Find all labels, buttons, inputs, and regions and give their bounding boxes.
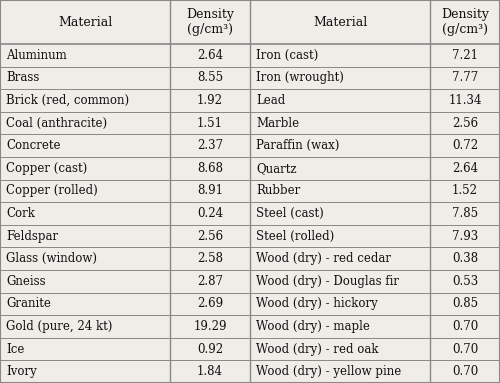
Text: Quartz: Quartz (256, 162, 296, 175)
Text: 0.72: 0.72 (452, 139, 478, 152)
Text: Ivory: Ivory (6, 365, 37, 378)
Text: Gold (pure, 24 kt): Gold (pure, 24 kt) (6, 320, 112, 333)
Text: 2.64: 2.64 (452, 162, 478, 175)
Text: Marble: Marble (256, 117, 299, 129)
Text: Brass: Brass (6, 72, 40, 84)
Text: Material: Material (313, 16, 367, 28)
Text: 11.34: 11.34 (448, 94, 482, 107)
Text: Iron (cast): Iron (cast) (256, 49, 318, 62)
Text: 7.77: 7.77 (452, 72, 478, 84)
Text: 7.85: 7.85 (452, 207, 478, 220)
Text: Concrete: Concrete (6, 139, 60, 152)
Bar (0, 0, 500, 44)
Text: Cork: Cork (6, 207, 35, 220)
Text: 8.91: 8.91 (197, 185, 223, 197)
Text: 0.85: 0.85 (452, 298, 478, 310)
Text: Aluminum: Aluminum (6, 49, 67, 62)
Text: Wood (dry) - maple: Wood (dry) - maple (256, 320, 370, 333)
Text: Lead: Lead (256, 94, 285, 107)
Text: 0.53: 0.53 (452, 275, 478, 288)
Text: Density
(g/cm³): Density (g/cm³) (441, 8, 489, 36)
Text: 1.92: 1.92 (197, 94, 223, 107)
Text: Glass (window): Glass (window) (6, 252, 97, 265)
Text: 0.38: 0.38 (452, 252, 478, 265)
Text: 0.70: 0.70 (452, 343, 478, 355)
Text: 2.56: 2.56 (452, 117, 478, 129)
Text: 1.84: 1.84 (197, 365, 223, 378)
Text: Density
(g/cm³): Density (g/cm³) (186, 8, 234, 36)
Text: Steel (cast): Steel (cast) (256, 207, 324, 220)
Text: 0.70: 0.70 (452, 365, 478, 378)
Text: Paraffin (wax): Paraffin (wax) (256, 139, 340, 152)
Text: 1.51: 1.51 (197, 117, 223, 129)
Text: 8.68: 8.68 (197, 162, 223, 175)
Text: Wood (dry) - red oak: Wood (dry) - red oak (256, 343, 378, 355)
Text: Feldspar: Feldspar (6, 230, 58, 242)
Text: Wood (dry) - Douglas fir: Wood (dry) - Douglas fir (256, 275, 399, 288)
Text: Coal (anthracite): Coal (anthracite) (6, 117, 107, 129)
Text: 0.70: 0.70 (452, 320, 478, 333)
Text: 7.93: 7.93 (452, 230, 478, 242)
Text: 7.21: 7.21 (452, 49, 478, 62)
Text: Steel (rolled): Steel (rolled) (256, 230, 334, 242)
Text: 2.87: 2.87 (197, 275, 223, 288)
Text: Copper (cast): Copper (cast) (6, 162, 87, 175)
Text: 2.58: 2.58 (197, 252, 223, 265)
Text: Granite: Granite (6, 298, 51, 310)
Text: Iron (wrought): Iron (wrought) (256, 72, 344, 84)
Text: 0.92: 0.92 (197, 343, 223, 355)
Text: 2.69: 2.69 (197, 298, 223, 310)
Text: Material: Material (58, 16, 112, 28)
Text: Rubber: Rubber (256, 185, 300, 197)
Text: Ice: Ice (6, 343, 25, 355)
Text: 2.64: 2.64 (197, 49, 223, 62)
Text: Wood (dry) - red cedar: Wood (dry) - red cedar (256, 252, 391, 265)
Text: Wood (dry) - yellow pine: Wood (dry) - yellow pine (256, 365, 401, 378)
Text: Copper (rolled): Copper (rolled) (6, 185, 98, 197)
Text: Wood (dry) - hickory: Wood (dry) - hickory (256, 298, 378, 310)
Text: 8.55: 8.55 (197, 72, 223, 84)
Text: Brick (red, common): Brick (red, common) (6, 94, 129, 107)
Text: 1.52: 1.52 (452, 185, 478, 197)
Text: 2.56: 2.56 (197, 230, 223, 242)
Text: Gneiss: Gneiss (6, 275, 46, 288)
Text: 2.37: 2.37 (197, 139, 223, 152)
Text: 19.29: 19.29 (194, 320, 227, 333)
Text: 0.24: 0.24 (197, 207, 223, 220)
